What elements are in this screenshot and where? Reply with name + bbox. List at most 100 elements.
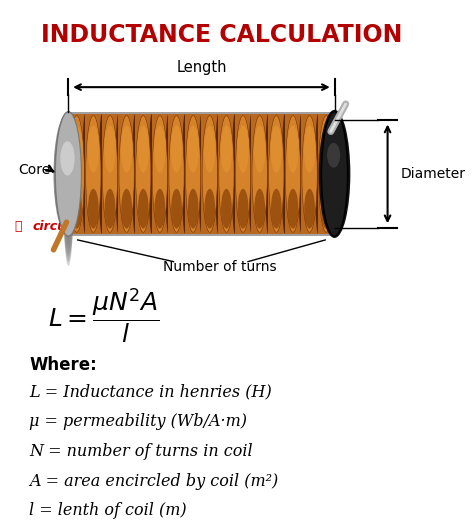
Ellipse shape — [63, 137, 73, 257]
Ellipse shape — [288, 189, 298, 228]
Ellipse shape — [199, 114, 204, 234]
Ellipse shape — [65, 114, 71, 234]
Ellipse shape — [285, 115, 301, 232]
Text: N = number of turns in coil: N = number of turns in coil — [29, 443, 253, 460]
Ellipse shape — [62, 112, 75, 236]
Ellipse shape — [321, 112, 347, 236]
Ellipse shape — [185, 115, 201, 232]
Ellipse shape — [138, 189, 149, 228]
Text: Diameter: Diameter — [401, 167, 465, 181]
Ellipse shape — [102, 115, 118, 232]
Bar — [218, 114, 235, 234]
Ellipse shape — [64, 147, 73, 266]
Ellipse shape — [204, 125, 216, 172]
Text: INDUCTANCE CALCULATION: INDUCTANCE CALCULATION — [41, 23, 402, 47]
Ellipse shape — [304, 189, 315, 228]
Bar — [68, 112, 335, 236]
Bar — [284, 114, 301, 234]
Ellipse shape — [69, 115, 84, 232]
Ellipse shape — [63, 132, 74, 253]
Ellipse shape — [327, 143, 340, 168]
Ellipse shape — [121, 189, 132, 228]
Ellipse shape — [265, 114, 271, 234]
Ellipse shape — [287, 125, 299, 172]
Bar — [85, 114, 101, 234]
Ellipse shape — [104, 125, 116, 172]
Ellipse shape — [136, 115, 151, 232]
Ellipse shape — [237, 125, 249, 172]
Bar — [168, 114, 185, 234]
Ellipse shape — [187, 125, 199, 172]
Ellipse shape — [54, 112, 83, 236]
Text: μ = permeability (Wb/A·m): μ = permeability (Wb/A·m) — [29, 413, 247, 430]
Ellipse shape — [282, 114, 288, 234]
Ellipse shape — [254, 189, 265, 228]
Ellipse shape — [165, 114, 171, 234]
Ellipse shape — [71, 125, 82, 172]
Ellipse shape — [60, 141, 74, 176]
Ellipse shape — [298, 114, 304, 234]
Ellipse shape — [63, 127, 74, 249]
Ellipse shape — [271, 125, 282, 172]
Ellipse shape — [188, 189, 199, 228]
Bar — [318, 114, 335, 234]
Ellipse shape — [321, 112, 347, 236]
Text: Core: Core — [18, 163, 50, 177]
Text: A = area encircled by coil (m²): A = area encircled by coil (m²) — [29, 473, 279, 489]
Ellipse shape — [62, 117, 75, 241]
Text: 📷: 📷 — [14, 220, 22, 233]
Text: $L = \dfrac{\mu N^2 A}{l}$: $L = \dfrac{\mu N^2 A}{l}$ — [48, 287, 160, 346]
Ellipse shape — [155, 189, 165, 228]
Ellipse shape — [269, 115, 284, 232]
Ellipse shape — [302, 115, 317, 232]
Bar — [185, 114, 201, 234]
Text: L = Inductance in henries (H): L = Inductance in henries (H) — [29, 384, 272, 401]
Ellipse shape — [254, 125, 265, 172]
Ellipse shape — [121, 125, 132, 172]
Ellipse shape — [252, 115, 267, 232]
Ellipse shape — [232, 114, 237, 234]
Bar — [101, 114, 118, 234]
Ellipse shape — [321, 189, 332, 228]
Text: Length: Length — [176, 60, 227, 75]
Ellipse shape — [169, 115, 184, 232]
Bar — [268, 114, 284, 234]
Bar — [235, 114, 251, 234]
Ellipse shape — [119, 115, 134, 232]
Text: circuitmix: circuitmix — [33, 220, 103, 233]
Ellipse shape — [220, 125, 232, 172]
Ellipse shape — [315, 114, 321, 234]
Ellipse shape — [82, 114, 88, 234]
Bar — [251, 114, 268, 234]
Ellipse shape — [171, 189, 182, 228]
Ellipse shape — [319, 115, 334, 232]
Ellipse shape — [64, 142, 73, 261]
Ellipse shape — [319, 110, 350, 238]
Ellipse shape — [152, 115, 167, 232]
Ellipse shape — [115, 114, 121, 234]
Ellipse shape — [271, 189, 282, 228]
Ellipse shape — [248, 114, 254, 234]
Ellipse shape — [55, 112, 82, 236]
Ellipse shape — [237, 189, 248, 228]
Ellipse shape — [132, 114, 138, 234]
Ellipse shape — [71, 189, 82, 228]
Ellipse shape — [149, 114, 155, 234]
Text: Number of turns: Number of turns — [163, 260, 277, 274]
Ellipse shape — [219, 115, 234, 232]
Ellipse shape — [137, 125, 149, 172]
Ellipse shape — [320, 125, 332, 172]
Ellipse shape — [304, 125, 315, 172]
Text: Where:: Where: — [29, 356, 97, 374]
Text: l = lenth of coil (m): l = lenth of coil (m) — [29, 502, 187, 519]
Ellipse shape — [88, 125, 99, 172]
Ellipse shape — [325, 140, 340, 171]
Ellipse shape — [105, 189, 115, 228]
Ellipse shape — [88, 189, 99, 228]
Bar — [152, 114, 168, 234]
Ellipse shape — [215, 114, 221, 234]
Bar — [118, 114, 135, 234]
Ellipse shape — [99, 114, 105, 234]
Ellipse shape — [63, 122, 74, 245]
Ellipse shape — [86, 115, 101, 232]
